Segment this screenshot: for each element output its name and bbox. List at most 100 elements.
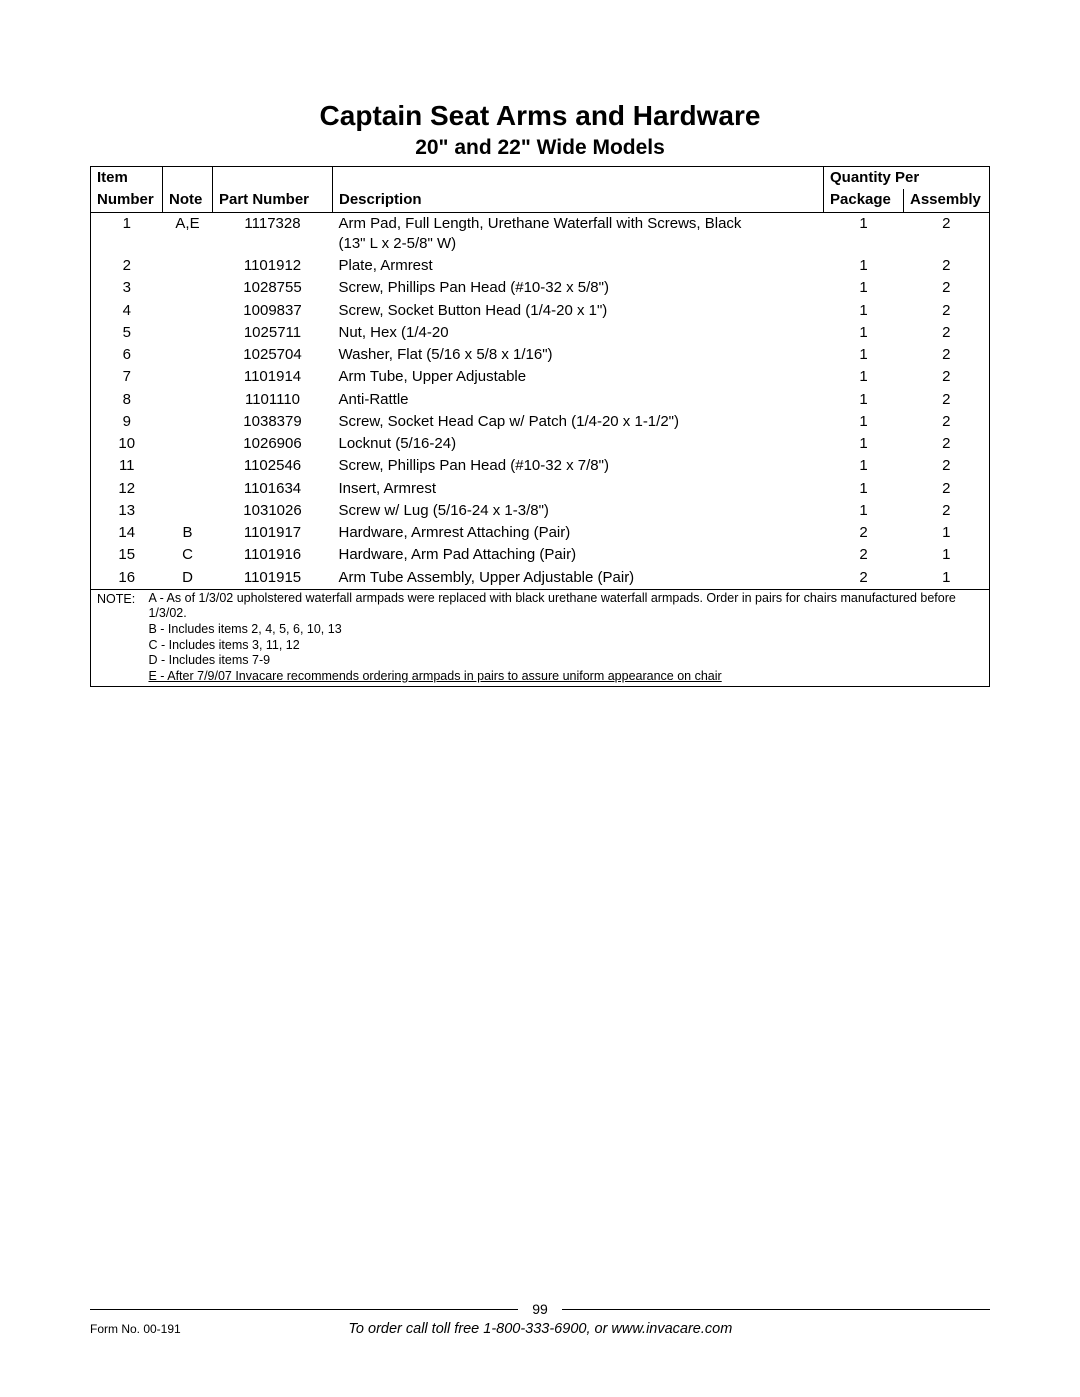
cell-asm: 2 [904, 300, 990, 322]
footer-row-2: Form No. 00-191 To order call toll free … [90, 1321, 990, 1337]
cell-item: 6 [91, 344, 163, 366]
cell-desc: Screw, Phillips Pan Head (#10-32 x 5/8") [333, 277, 824, 299]
cell-note [163, 478, 213, 500]
table-row: 91038379Screw, Socket Head Cap w/ Patch … [91, 411, 990, 433]
cell-desc: Arm Tube, Upper Adjustable [333, 366, 824, 388]
cell-part: 1101917 [213, 522, 333, 544]
cell-desc: Anti-Rattle [333, 389, 824, 411]
cell-item: 12 [91, 478, 163, 500]
table-row: 16D1101915Arm Tube Assembly, Upper Adjus… [91, 567, 990, 590]
cell-desc: Screw w/ Lug (5/16-24 x 1-3/8") [333, 500, 824, 522]
note-e: E - After 7/9/07 Invacare recommends ord… [148, 669, 980, 685]
cell-desc: Hardware, Arm Pad Attaching (Pair) [333, 544, 824, 566]
cell-note [163, 322, 213, 344]
order-line: To order call toll free 1-800-333-6900, … [181, 1321, 900, 1337]
col-qty-per: Quantity Per [824, 167, 990, 190]
cell-asm: 1 [904, 544, 990, 566]
cell-item: 13 [91, 500, 163, 522]
col-desc: Description [333, 189, 824, 212]
cell-item: 10 [91, 433, 163, 455]
col-part-top [213, 167, 333, 190]
cell-asm: 2 [904, 212, 990, 255]
cell-desc: Nut, Hex (1/4-20 [333, 322, 824, 344]
cell-note [163, 411, 213, 433]
table-row: 41009837Screw, Socket Button Head (1/4-2… [91, 300, 990, 322]
cell-item: 2 [91, 255, 163, 277]
note-b: B - Includes items 2, 4, 5, 6, 10, 13 [148, 622, 980, 638]
cell-desc: Screw, Socket Button Head (1/4-20 x 1") [333, 300, 824, 322]
cell-part: 1101634 [213, 478, 333, 500]
table-row: 13 1031026Screw w/ Lug (5/16-24 x 1-3/8")… [91, 500, 990, 522]
col-asm: Assembly [904, 189, 990, 212]
cell-item: 5 [91, 322, 163, 344]
cell-part: 1101914 [213, 366, 333, 388]
cell-item: 9 [91, 411, 163, 433]
table-row: 21101912Plate, Armrest12 [91, 255, 990, 277]
cell-desc: Arm Tube Assembly, Upper Adjustable (Pai… [333, 567, 824, 590]
table-row: 101026906Locknut (5/16-24)12 [91, 433, 990, 455]
cell-note [163, 344, 213, 366]
table-row: 5 1025711Nut, Hex (1/4-2012 [91, 322, 990, 344]
table-row: 121101634Insert, Armrest12 [91, 478, 990, 500]
cell-item: 7 [91, 366, 163, 388]
cell-pkg: 1 [824, 366, 904, 388]
cell-asm: 1 [904, 522, 990, 544]
cell-pkg: 1 [824, 277, 904, 299]
cell-note [163, 255, 213, 277]
cell-item: 8 [91, 389, 163, 411]
page-subtitle: 20" and 22" Wide Models [90, 136, 990, 160]
cell-item: 14 [91, 522, 163, 544]
cell-asm: 2 [904, 389, 990, 411]
page-title: Captain Seat Arms and Hardware [90, 100, 990, 132]
cell-part: 1101916 [213, 544, 333, 566]
table-row: 61025704Washer, Flat (5/16 x 5/8 x 1/16"… [91, 344, 990, 366]
notes-body: A - As of 1/3/02 upholstered waterfall a… [148, 591, 980, 685]
cell-asm: 2 [904, 411, 990, 433]
cell-note [163, 433, 213, 455]
cell-pkg: 2 [824, 567, 904, 590]
cell-pkg: 1 [824, 344, 904, 366]
notes-label: NOTE: [97, 591, 145, 608]
cell-desc: Insert, Armrest [333, 478, 824, 500]
cell-pkg: 1 [824, 389, 904, 411]
cell-asm: 2 [904, 255, 990, 277]
cell-asm: 2 [904, 322, 990, 344]
col-part: Part Number [213, 189, 333, 212]
cell-part: 1101110 [213, 389, 333, 411]
cell-asm: 2 [904, 366, 990, 388]
table-row: 1A,E1117328Arm Pad, Full Length, Urethan… [91, 212, 990, 255]
cell-pkg: 1 [824, 478, 904, 500]
cell-note: A,E [163, 212, 213, 255]
cell-asm: 2 [904, 344, 990, 366]
cell-note: D [163, 567, 213, 590]
cell-part: 1031026 [213, 500, 333, 522]
cell-desc: Screw, Socket Head Cap w/ Patch (1/4-20 … [333, 411, 824, 433]
col-item-top: Item [91, 167, 163, 190]
cell-item: 16 [91, 567, 163, 590]
parts-table: Item Quantity Per Number Note Part Numbe… [90, 166, 990, 687]
cell-asm: 2 [904, 500, 990, 522]
table-row: 15C1101916Hardware, Arm Pad Attaching (P… [91, 544, 990, 566]
table-row: 14B1101917Hardware, Armrest Attaching (P… [91, 522, 990, 544]
cell-asm: 1 [904, 567, 990, 590]
cell-part: 1025711 [213, 322, 333, 344]
cell-item: 3 [91, 277, 163, 299]
cell-part: 1117328 [213, 212, 333, 255]
cell-pkg: 1 [824, 411, 904, 433]
cell-pkg: 1 [824, 322, 904, 344]
col-note: Note [163, 189, 213, 212]
cell-pkg: 1 [824, 455, 904, 477]
cell-asm: 2 [904, 433, 990, 455]
note-d: D - Includes items 7-9 [148, 653, 980, 669]
table-header-row-2: Number Note Part Number Description Pack… [91, 189, 990, 212]
cell-desc: Plate, Armrest [333, 255, 824, 277]
cell-note [163, 389, 213, 411]
cell-item: 4 [91, 300, 163, 322]
footer-rule-right [562, 1309, 990, 1310]
cell-desc: Washer, Flat (5/16 x 5/8 x 1/16") [333, 344, 824, 366]
cell-pkg: 1 [824, 300, 904, 322]
cell-pkg: 1 [824, 255, 904, 277]
table-body: 1A,E1117328Arm Pad, Full Length, Urethan… [91, 212, 990, 589]
footer-rule-line: 99 [90, 1301, 990, 1317]
table-row: 7 1101914Arm Tube, Upper Adjustable12 [91, 366, 990, 388]
